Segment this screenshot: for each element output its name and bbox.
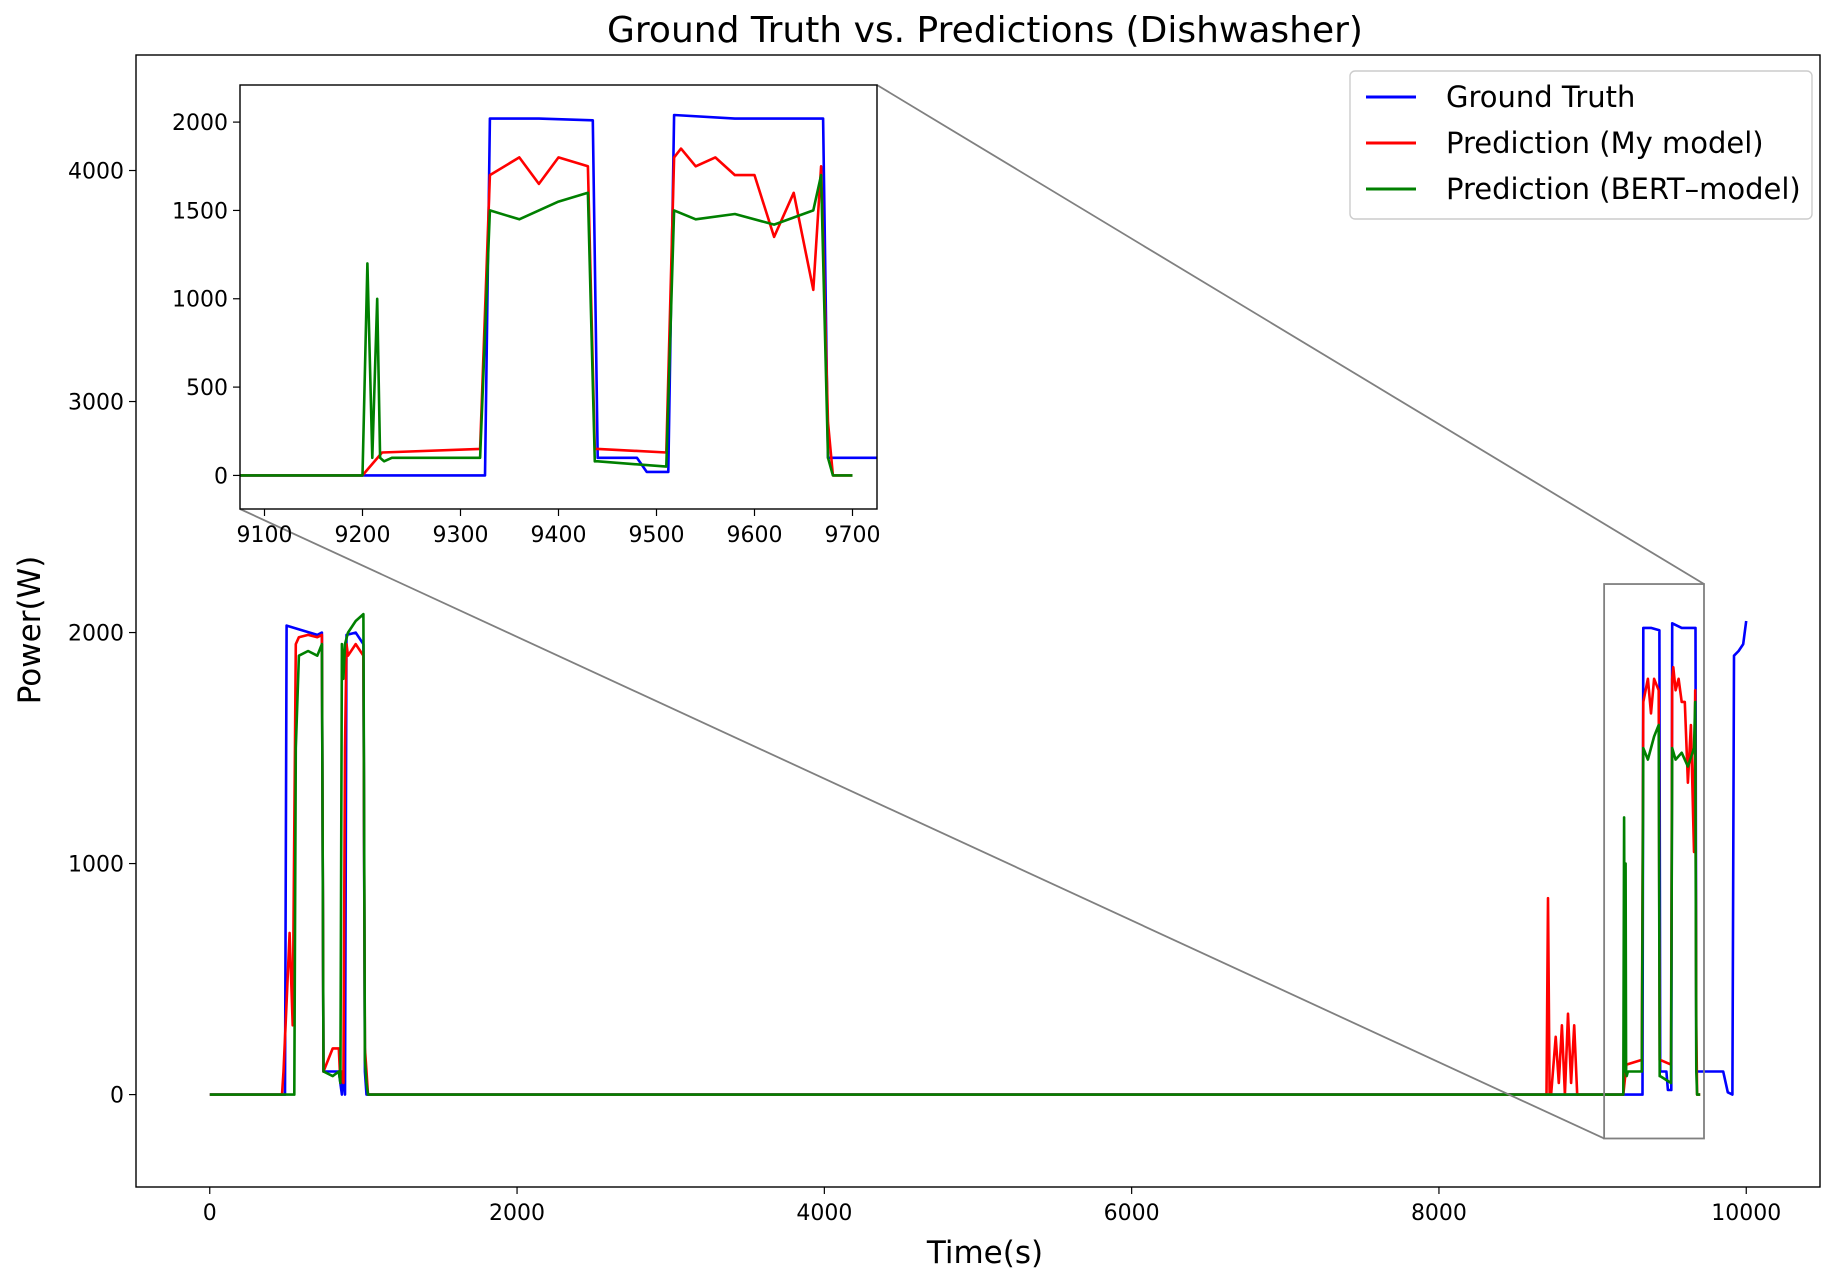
inset-y-tick-label: 500 <box>186 376 228 401</box>
main-x-tick-label: 2000 <box>489 1201 545 1226</box>
legend-label: Prediction (My model) <box>1446 126 1764 160</box>
main-series-group <box>209 612 1748 1096</box>
main-x-tick-label: 10000 <box>1711 1201 1781 1226</box>
inset-x-tick-label: 9100 <box>237 523 293 548</box>
main-y-tick-label: 1000 <box>68 852 124 877</box>
zoom-region-rect <box>1603 583 1705 1140</box>
inset-x-tick-label: 9200 <box>335 523 391 548</box>
inset-x-tick-label: 9600 <box>727 523 783 548</box>
zoom-connector-line <box>239 508 1605 1140</box>
main-y-tick-label: 0 <box>110 1084 124 1109</box>
main-x-tick-label: 4000 <box>796 1201 852 1226</box>
legend-label: Prediction (BERT–model) <box>1446 172 1801 206</box>
x-axis-title: Time(s) <box>926 1235 1043 1271</box>
inset-plot-area: 9100 9200 9300 9400 9500 9600 9700 0 500 1000 1500… <box>172 84 881 548</box>
inset-y-tick-label: 1500 <box>172 199 228 224</box>
main-y-tick-label: 4000 <box>68 159 124 184</box>
inset-series-line-2 <box>240 173 853 477</box>
main-series-line-2 <box>209 612 1701 1096</box>
inset-x-tick-label: 9400 <box>531 523 587 548</box>
inset-series-line-1 <box>240 147 853 477</box>
inset-background <box>240 85 877 509</box>
inset-y-tick-label: 2000 <box>172 111 228 136</box>
inset-y-tick-label: 1000 <box>172 288 228 313</box>
main-x-tick-label: 0 <box>203 1201 217 1226</box>
inset-x-tick-label: 9500 <box>629 523 685 548</box>
inset-y-tick-label: 0 <box>214 464 228 489</box>
chart-title: Ground Truth vs. Predictions (Dishwasher… <box>607 10 1363 51</box>
zoom-connector-line <box>876 84 1705 585</box>
inset-x-tick-label: 9300 <box>433 523 489 548</box>
y-axis-title: Power(W) <box>12 556 48 705</box>
main-y-tick-label: 3000 <box>68 390 124 415</box>
main-x-tick-label: 6000 <box>1104 1201 1160 1226</box>
main-x-tick-label: 8000 <box>1411 1201 1467 1226</box>
legend-box <box>1349 70 1813 220</box>
legend-label: Ground Truth <box>1446 80 1635 114</box>
main-frame <box>135 54 1821 1188</box>
inset-series-group <box>240 113 877 477</box>
main-y-tick-label: 2000 <box>68 621 124 646</box>
zoom-indicator <box>239 84 1705 1140</box>
inset-x-tick-label: 9700 <box>825 523 881 548</box>
legend: Ground Truth Prediction (My model) Predict… <box>1349 70 1813 220</box>
